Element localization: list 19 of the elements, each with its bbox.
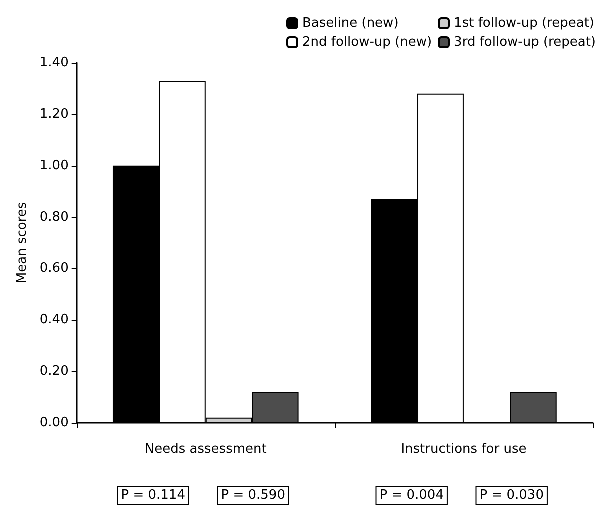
y-tick-label: 0.20	[40, 364, 69, 380]
legend-label: Baseline (new)	[302, 16, 399, 31]
y-tick-label: 0.80	[40, 210, 69, 225]
y-tick-label: 0.40	[40, 312, 69, 328]
x-tick-label: Needs assessment	[144, 442, 267, 457]
text: P = 0.590	[221, 488, 286, 503]
y-tick-label: 0.00	[40, 416, 69, 430]
text: P = 0.114	[121, 488, 186, 503]
legend-label: 1st follow-up (repeat)	[454, 16, 595, 31]
y-tick-label: 1.20	[40, 106, 69, 122]
y-tick-label: 0.60	[40, 261, 69, 276]
text: P = 0.004	[380, 488, 444, 503]
y-tick-label: 1.40	[40, 56, 69, 70]
text: P = 0.030	[480, 488, 544, 503]
y-axis-title: Mean scores	[15, 202, 30, 284]
legend-label: 2nd follow-up (new)	[302, 35, 432, 50]
x-tick-label: Instructions for use	[401, 442, 527, 457]
legend-label: 3rd follow-up (repeat)	[454, 35, 596, 50]
y-tick-label: 1.00	[40, 158, 69, 174]
